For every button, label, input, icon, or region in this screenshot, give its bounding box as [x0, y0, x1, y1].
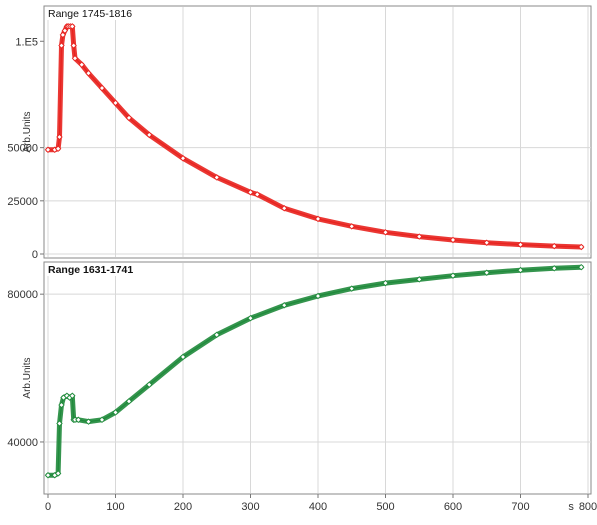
data-point: [483, 239, 490, 246]
chart-title: Range 1745-1816: [48, 8, 132, 20]
data-point: [56, 133, 63, 141]
data-point: [146, 131, 153, 139]
chart-title-bg: [45, 263, 153, 276]
data-point: [314, 292, 322, 300]
y-tick-label: 1.E5: [15, 36, 38, 48]
data-point: [85, 69, 92, 77]
data-point: [449, 272, 457, 279]
data-point: [54, 470, 62, 477]
data-point: [578, 243, 585, 251]
data-point: [517, 241, 524, 248]
data-point: [213, 331, 220, 339]
data-point: [44, 146, 52, 154]
data-point: [75, 416, 82, 424]
data-point: [112, 409, 119, 416]
data-point: [348, 223, 355, 230]
x-tick-label: 200: [174, 501, 192, 513]
data-point: [112, 99, 119, 107]
data-point: [247, 189, 254, 196]
data-point: [58, 401, 65, 409]
data-point: [98, 84, 106, 92]
x-tick-label: 300: [241, 501, 259, 513]
y-axis-label: Arb.Units: [22, 357, 33, 398]
data-point: [213, 174, 220, 181]
data-point: [61, 27, 69, 34]
data-point: [281, 302, 288, 309]
data-point: [416, 233, 423, 240]
data-point: [59, 31, 67, 39]
x-tick-label: 100: [106, 501, 124, 513]
data-point: [56, 420, 63, 427]
data-point: [70, 42, 77, 49]
data-point: [179, 155, 187, 162]
y-tick-label: 80000: [7, 289, 38, 301]
x-tick-label: 800: [579, 501, 597, 513]
chart-title: Range 1631-1741: [48, 264, 133, 276]
data-point: [247, 314, 254, 322]
data-point: [69, 23, 76, 30]
x-tick-label: 700: [511, 501, 529, 513]
data-point: [71, 55, 79, 62]
y-tick-label: 25000: [7, 196, 38, 208]
data-point: [179, 353, 187, 361]
data-point: [551, 265, 558, 272]
x-axis-label: s: [568, 501, 574, 513]
data-point: [125, 114, 133, 122]
data-point: [382, 279, 389, 287]
x-tick-label: 400: [309, 501, 327, 513]
x-tick-label: 600: [444, 501, 462, 513]
data-point: [416, 276, 423, 283]
data-point: [69, 392, 76, 400]
x-tick-label: 500: [376, 501, 394, 513]
y-tick-label: 0: [32, 249, 38, 261]
data-point: [348, 285, 355, 292]
data-point: [98, 416, 106, 424]
y-axis-label: Arb.Units: [22, 111, 33, 152]
data-point: [54, 145, 62, 152]
y-tick-label: 40000: [7, 437, 38, 449]
data-point: [78, 61, 85, 68]
chart-title-bg: [45, 7, 153, 20]
data-point: [551, 242, 558, 250]
data-point: [449, 236, 457, 244]
data-point: [146, 381, 153, 388]
y-tick-label: 50000: [7, 143, 38, 155]
data-point: [382, 229, 389, 236]
x-tick-label: 0: [45, 501, 51, 513]
data-point: [517, 266, 524, 274]
data-point: [85, 418, 92, 425]
data-point: [125, 398, 133, 405]
data-point: [58, 42, 65, 49]
data-point: [314, 215, 322, 223]
data-point: [44, 471, 52, 479]
data-point: [254, 191, 261, 198]
data-point: [483, 269, 490, 276]
data-point: [578, 263, 585, 271]
data-point: [281, 205, 288, 212]
